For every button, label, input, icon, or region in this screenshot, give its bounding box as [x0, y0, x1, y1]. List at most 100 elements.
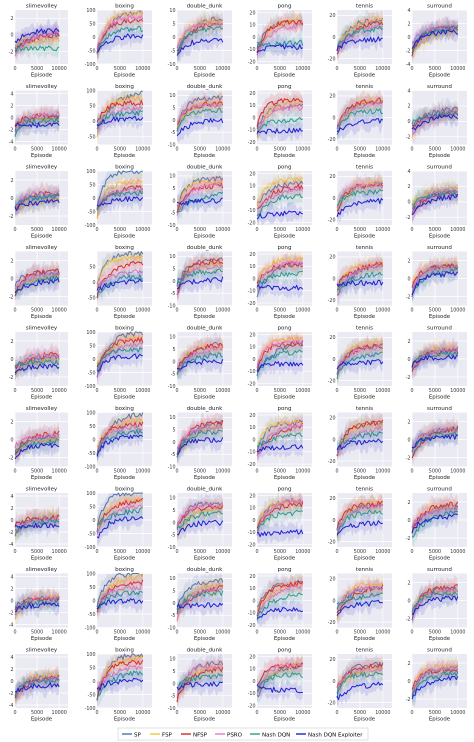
band-nash-dqn-exploiter [177, 28, 223, 64]
line-nash-dqn [336, 351, 383, 380]
x-tick-label: 5000 [274, 227, 286, 233]
x-tick-label: 0 [335, 147, 338, 153]
y-tick-label: -50 [88, 451, 96, 457]
y-tick-label: 2 [10, 506, 13, 512]
y-tick-label: 0 [92, 437, 95, 443]
line-nash-dqn-exploiter [96, 598, 144, 610]
line-nfsp [14, 113, 60, 126]
band-psro [257, 14, 303, 62]
x-tick-label: 0 [13, 147, 16, 153]
line-nash-dqn-exploiter [411, 434, 458, 449]
band-nash-dqn-exploiter [257, 34, 303, 64]
line-nash-dqn [411, 26, 458, 54]
band-sp [97, 332, 143, 386]
y-tick-label: 50 [89, 182, 95, 188]
y-tick-label: -100 [85, 545, 96, 551]
line-nash-dqn-exploiter [96, 434, 144, 457]
band-nash-dqn-exploiter [177, 267, 223, 299]
y-tick-label: 0 [407, 119, 410, 125]
y-tick-label: 10 [169, 496, 175, 502]
y-tick-label: 0 [252, 437, 255, 443]
panel-title: pong [277, 648, 292, 654]
y-tick-label: 100 [86, 652, 95, 658]
band-nash-dqn [177, 502, 223, 534]
y-tick-label: -100 [85, 706, 96, 712]
line-sp [14, 31, 60, 54]
x-tick-label: 10000 [135, 66, 150, 72]
line-nash-dqn-exploiter [256, 127, 303, 135]
line-fsp [256, 101, 303, 138]
y-tick-label: 2 [407, 500, 410, 506]
line-fsp [336, 340, 384, 375]
legend-label-nash-dqn-exploiter: Nash DQN Exploiter [308, 733, 363, 739]
x-tick-label: 5000 [194, 66, 206, 72]
line-nash-dqn [176, 25, 224, 54]
band-nash-dqn-exploiter [97, 269, 143, 299]
band-psro [337, 94, 383, 137]
line-sp [256, 497, 304, 528]
panel-title: surround [427, 648, 452, 654]
line-nfsp [256, 340, 304, 372]
x-tick-label: 0 [335, 66, 338, 72]
y-tick-label: 10 [249, 586, 255, 592]
x-axis-label: Episode [274, 234, 296, 240]
x-tick-label: 5000 [114, 710, 126, 716]
y-tick-label: 20 [329, 335, 335, 341]
line-fsp [14, 672, 60, 701]
y-tick-label: 0 [92, 598, 95, 604]
line-nash-dqn [256, 270, 303, 287]
line-nash-dqn [336, 271, 383, 290]
line-psro [336, 263, 384, 297]
y-tick-label: 2 [407, 104, 410, 110]
y-tick-label: -10 [168, 384, 176, 390]
x-axis-label: Episode [429, 395, 451, 401]
band-nash-dqn [337, 261, 383, 298]
x-axis-label: Episode [194, 636, 216, 642]
band-nash-dqn [15, 36, 60, 59]
x-axis-label: Episode [31, 234, 53, 240]
band-psro [97, 498, 143, 546]
y-tick-label: 0 [332, 518, 335, 524]
band-nash-dqn-exploiter [257, 119, 303, 143]
x-tick-label: 0 [410, 147, 413, 153]
x-tick-label: 10000 [295, 710, 310, 716]
x-axis-label: Episode [114, 556, 136, 562]
line-nash-dqn [96, 109, 143, 127]
y-tick-label: 10 [249, 103, 255, 109]
x-tick-label: 10000 [450, 66, 465, 72]
x-axis-label: Episode [354, 395, 376, 401]
y-tick-label: 0 [92, 357, 95, 363]
line-nash-dqn-exploiter [176, 681, 224, 691]
band-nash-dqn-exploiter [97, 106, 143, 136]
line-psro [176, 21, 223, 49]
line-sp [176, 660, 224, 699]
line-nash-dqn [256, 592, 303, 621]
y-tick-label: 4 [10, 655, 13, 661]
y-tick-label: -2 [9, 294, 14, 300]
y-tick-label: -2 [9, 375, 14, 381]
y-tick-label: 0 [252, 276, 255, 282]
line-nash-dqn [176, 673, 224, 689]
y-tick-label: 0 [10, 276, 13, 282]
panel-title: tennis [356, 487, 373, 493]
y-tick-label: 2 [10, 586, 13, 592]
x-axis-label: Episode [429, 556, 451, 562]
panel-title: slimevolley [26, 406, 58, 412]
x-tick-label: 5000 [274, 147, 286, 153]
y-tick-label: -10 [248, 289, 256, 295]
y-tick-label: 0 [92, 35, 95, 41]
x-axis-label: Episode [429, 234, 451, 240]
line-fsp [14, 116, 60, 128]
line-nash-dqn-exploiter [256, 284, 304, 291]
band-nash-dqn-exploiter [257, 276, 303, 300]
